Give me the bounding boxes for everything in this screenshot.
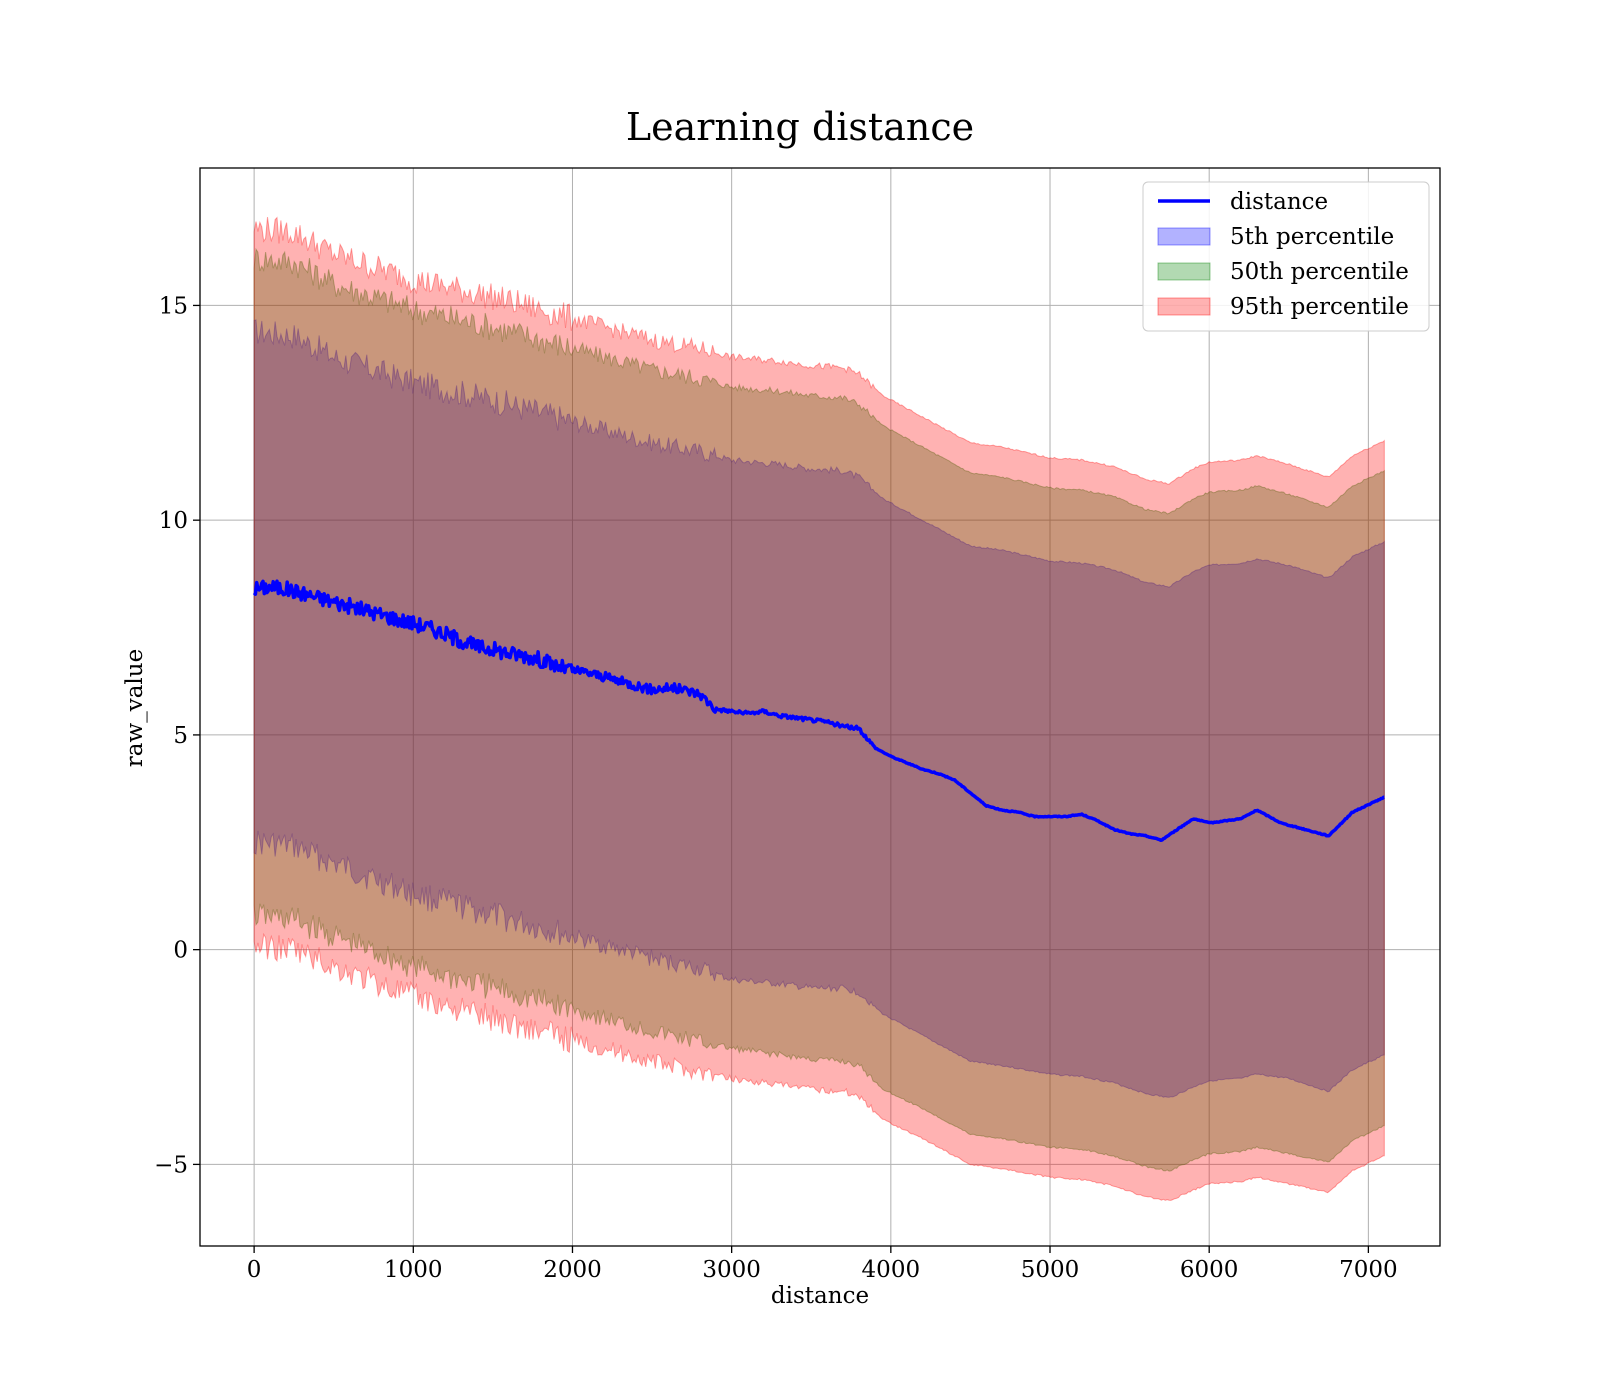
band-95th-percentile [253,216,1385,1201]
y-axis-ticks: −5 0 5 10 15 [154,293,200,1178]
x-tick-label: 7000 [1339,1257,1398,1283]
band-50th-percentile [253,247,1385,1172]
plot-frame [199,167,1441,1247]
x-axis-ticks: 0 1000 2000 3000 4000 5000 6000 7000 [247,1246,1398,1283]
y-axis-label: raw_value [122,649,148,767]
legend-swatch-band [1157,262,1211,281]
y-tick-label: −5 [154,1152,188,1178]
legend-label: distance [1230,189,1328,215]
x-tick-label: 3000 [702,1257,761,1283]
x-tick-label: 5000 [1021,1257,1080,1283]
distance-line-layer [252,579,1386,843]
band-5th-percentile [253,319,1385,1098]
x-tick-label: 4000 [862,1257,921,1283]
x-axis-label: distance [771,1283,869,1309]
chart-title: Learning distance [626,105,974,149]
legend-frame [1142,181,1430,332]
legend-swatch-band [1157,227,1211,246]
y-tick-label: 5 [173,723,188,749]
legend: distance 5th percentile 50th percentile 95t… [1142,181,1430,332]
legend-label: 5th percentile [1230,224,1394,250]
y-tick-label: 15 [159,293,188,319]
x-tick-label: 2000 [543,1257,602,1283]
legend-label: 50th percentile [1230,259,1409,285]
y-tick-label: 10 [159,508,188,534]
x-tick-label: 0 [247,1257,262,1283]
legend-swatch-band [1157,297,1211,316]
percentile-bands [253,216,1385,1201]
x-tick-label: 6000 [1180,1257,1239,1283]
y-tick-label: 0 [173,938,188,964]
legend-label: 95th percentile [1230,294,1409,320]
series-line-distance [252,579,1386,843]
x-tick-label: 1000 [384,1257,443,1283]
